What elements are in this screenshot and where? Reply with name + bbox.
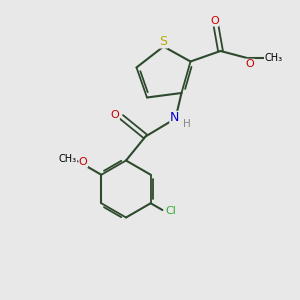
Text: CH₃: CH₃ — [58, 154, 76, 164]
Text: Cl: Cl — [165, 206, 176, 216]
Text: CH₃: CH₃ — [265, 53, 283, 64]
Text: H: H — [183, 119, 191, 129]
Text: O: O — [210, 16, 219, 26]
Text: O: O — [245, 59, 254, 69]
Text: N: N — [170, 111, 179, 124]
Text: O: O — [79, 157, 88, 167]
Text: S: S — [160, 35, 167, 48]
Text: O: O — [110, 110, 119, 120]
